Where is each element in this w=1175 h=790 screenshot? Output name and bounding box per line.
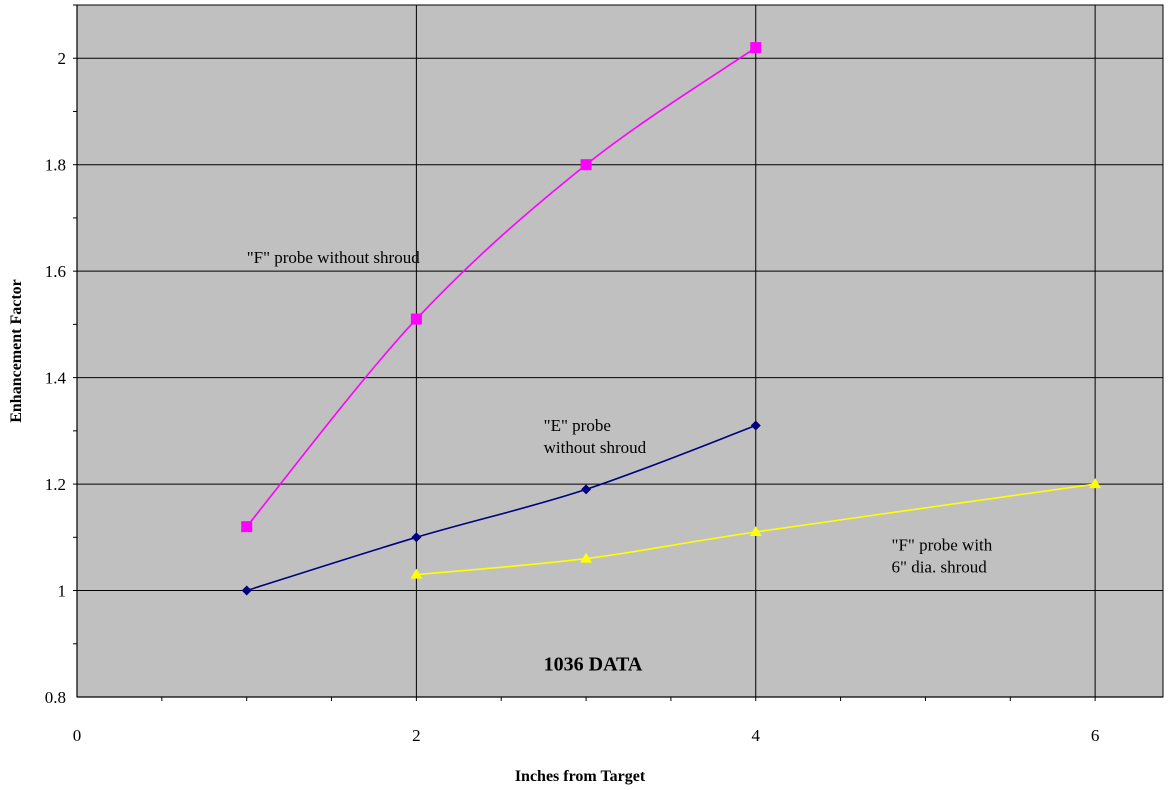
series-2: [410, 478, 1102, 579]
annotation-3-line-0: 1036 DATA: [544, 653, 643, 675]
axes: [76, 5, 1163, 698]
annotation-2: "F" probe with 6" dia. shroud: [892, 536, 993, 577]
tick-labels: 0 2 4 6 0.8 1 1.2 1.4 1.6 1.8 2: [45, 49, 1100, 745]
annotation-2-line-1: 6" dia. shroud: [892, 558, 988, 577]
series-2-point-1: [580, 552, 593, 563]
annotation-0: "F" probe without shroud: [247, 248, 421, 267]
y-tick-label-4: 1.6: [45, 262, 66, 281]
y-tick-label-0: 0.8: [45, 688, 66, 707]
y-axis-title: Enhancement Factor: [8, 279, 25, 423]
y-tick-label-3: 1.4: [45, 369, 67, 388]
x-tick-label-0: 0: [73, 726, 82, 745]
annotation-1: "E" probe without shroud: [544, 416, 647, 457]
series-1-point-2: [581, 484, 592, 495]
series-0-point-1: [410, 313, 422, 325]
x-tick-label-3: 6: [1091, 726, 1100, 745]
series-1-point-1: [411, 532, 422, 543]
series-1-point-0: [241, 585, 252, 596]
minor-ticks: [73, 4, 1096, 701]
y-tick-label-5: 1.8: [45, 156, 66, 175]
series-1-line: [246, 424, 757, 592]
series-1-point-3: [750, 420, 761, 431]
annotation-0-line-0: "F" probe without shroud: [247, 248, 421, 267]
plot-area: [76, 4, 1164, 698]
y-tick-label-2: 1.2: [45, 475, 66, 494]
y-tick-label-1: 1: [58, 582, 67, 601]
x-axis-title: Inches from Target: [515, 768, 646, 785]
y-tick-label-6: 2: [58, 49, 67, 68]
annotations: "F" probe without shroud "E" probe without…: [247, 248, 993, 675]
series-0-point-2: [580, 159, 592, 171]
series-0-point-3: [750, 42, 762, 54]
series-0-line: [246, 46, 757, 528]
series-group: [241, 42, 1102, 596]
series-0-point-0: [241, 521, 253, 533]
annotation-1-line-0: "E" probe: [544, 416, 611, 435]
x-tick-label-2: 4: [752, 726, 761, 745]
grid: [77, 5, 1163, 697]
series-2-point-2: [749, 525, 762, 536]
annotation-2-line-0: "F" probe with: [892, 536, 993, 555]
series-1: [241, 420, 761, 596]
x-tick-label-1: 2: [412, 726, 421, 745]
series-2-point-3: [1089, 478, 1102, 489]
series-2-point-0: [410, 568, 423, 579]
annotation-dataset-label: 1036 DATA: [544, 653, 643, 675]
annotation-1-line-1: without shroud: [544, 438, 647, 457]
series-2-line: [416, 483, 1096, 576]
series-0: [241, 42, 762, 533]
